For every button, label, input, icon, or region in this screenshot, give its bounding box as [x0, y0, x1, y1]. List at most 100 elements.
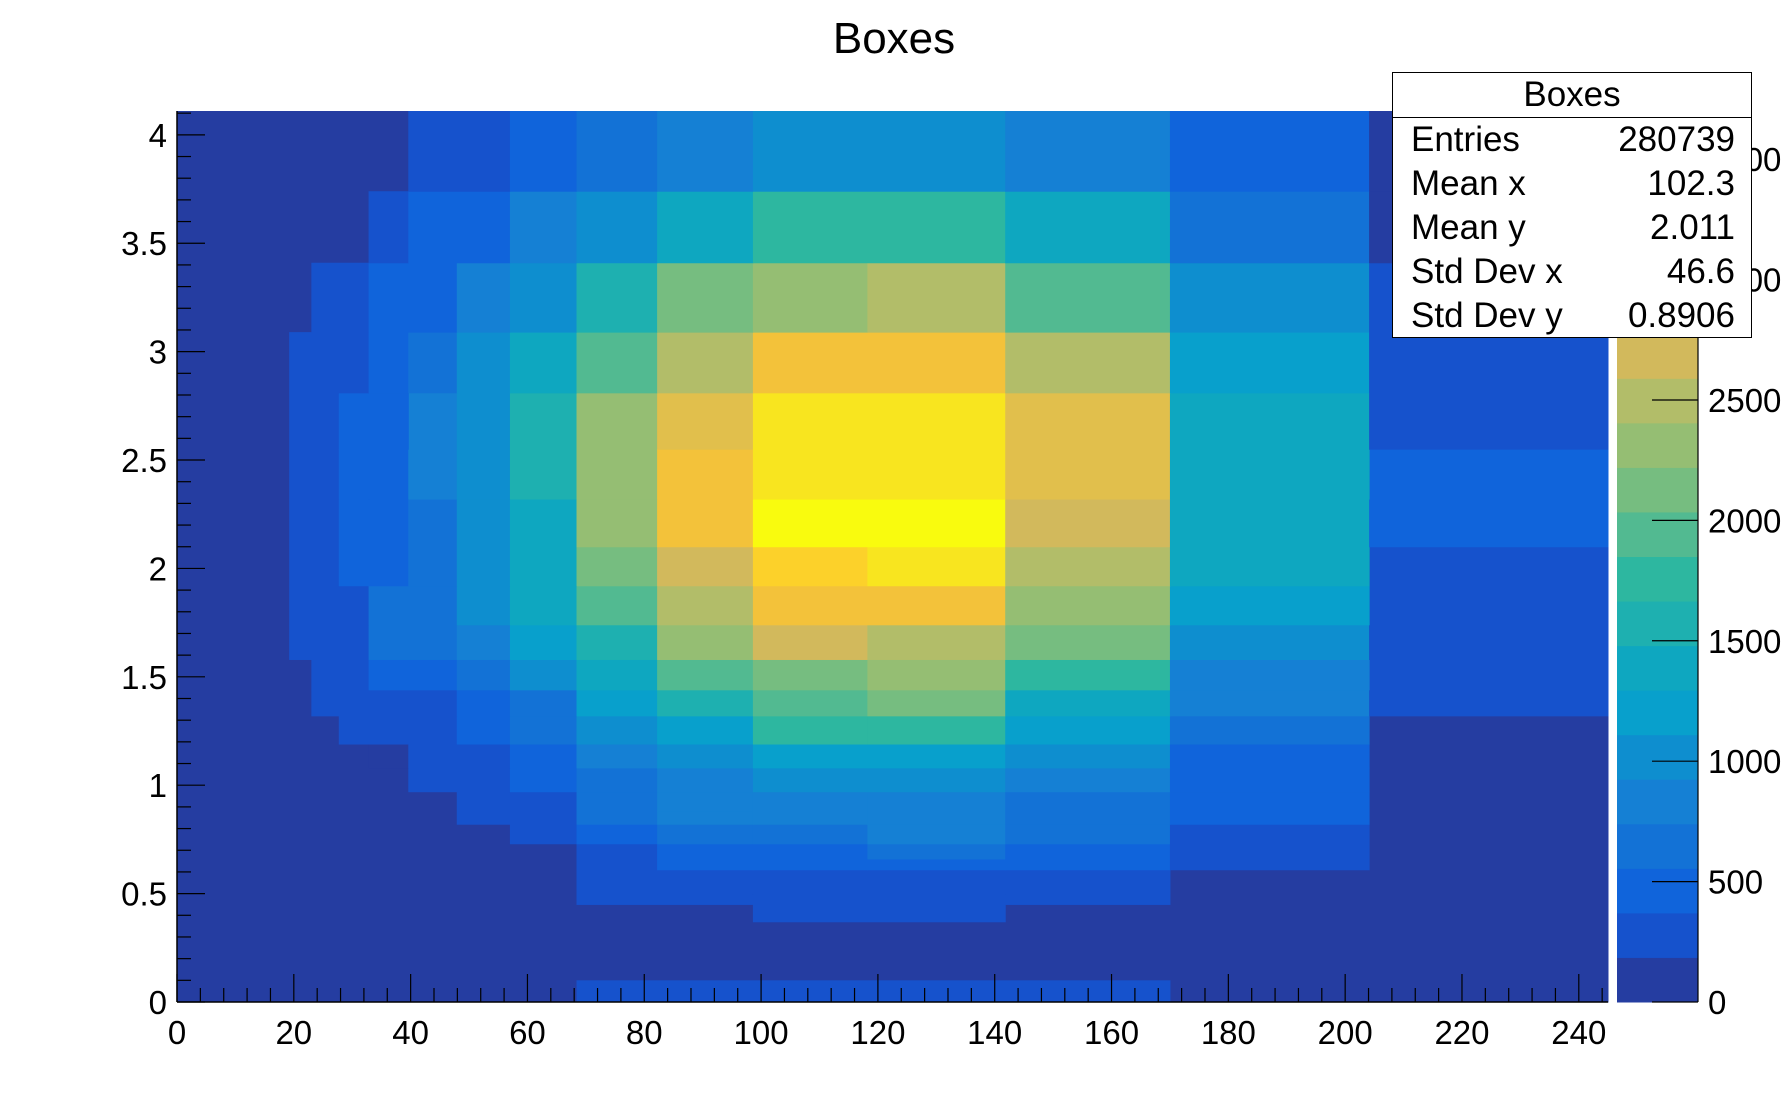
colorbar-segment — [1617, 690, 1698, 736]
heatmap-cell — [456, 585, 511, 626]
heatmap-cell — [408, 191, 511, 264]
colorbar-segment — [1617, 734, 1698, 780]
x-tick-label: 80 — [626, 1014, 663, 1051]
heatmap-cell — [657, 262, 754, 333]
heatmap-cell — [752, 332, 1006, 394]
heatmap-cell — [867, 843, 1006, 860]
heatmap-cell — [509, 499, 578, 587]
heatmap-cell — [311, 659, 370, 691]
colorbar-segment — [1617, 912, 1698, 958]
x-tick-label: 160 — [1084, 1014, 1139, 1051]
heatmap-cell — [1005, 585, 1171, 626]
heatmap-cell — [1005, 546, 1171, 587]
heatmap-cell — [1005, 893, 1171, 905]
heatmap-cell — [657, 392, 754, 450]
heatmap-cell — [657, 191, 754, 264]
heatmap-cell — [289, 585, 370, 626]
heatmap-cell — [867, 262, 1006, 333]
heatmap-cell — [576, 262, 658, 333]
heatmap-cell — [867, 767, 1006, 793]
heatmap-cell — [752, 869, 1006, 895]
x-tick-label: 120 — [850, 1014, 905, 1051]
heatmap-cell — [1005, 332, 1171, 394]
heatmap-cell — [1369, 546, 1609, 660]
stats-label: Mean x — [1411, 164, 1526, 203]
heatmap-cell — [1169, 499, 1370, 587]
heatmap-cell — [576, 392, 658, 500]
heatmap-cell — [408, 332, 458, 394]
heatmap-cell — [576, 585, 658, 626]
heatmap-cell — [1005, 499, 1171, 548]
heatmap-cell — [752, 791, 868, 825]
heatmap-cell — [509, 715, 578, 745]
heatmap-cell — [867, 858, 1006, 871]
heatmap-cell — [752, 689, 868, 717]
heatmap-cell — [867, 546, 1006, 587]
colorbar-segment — [1617, 645, 1698, 691]
heatmap-cell — [657, 332, 754, 394]
heatmap-cell — [1005, 824, 1171, 845]
y-tick-label: 1.5 — [121, 659, 167, 696]
heatmap-cell — [1369, 392, 1609, 450]
heatmap-cell — [867, 715, 1006, 745]
heatmap-cell — [289, 332, 370, 394]
heatmap-cell — [576, 843, 658, 895]
colorbar-segment — [1617, 378, 1698, 424]
stats-value: 46.6 — [1666, 252, 1735, 291]
heatmap-cell — [368, 744, 409, 769]
heatmap-cell — [657, 843, 754, 871]
axes: 0 20 40 60 80 100 120 140 160 180 200 220 240 0 0.5 1 1.… — [121, 111, 1608, 1051]
heatmap-cell — [1369, 332, 1609, 394]
heatmap-cell — [1169, 191, 1370, 264]
heatmap-cell — [752, 624, 868, 660]
x-tick-label: 60 — [509, 1014, 546, 1051]
heatmap-cell — [867, 624, 1006, 660]
heatmap-cell — [408, 499, 458, 587]
stats-row-mean-y: Mean y 2.011 — [1393, 206, 1751, 250]
heatmap-cell — [657, 111, 754, 192]
heatmap-cell — [576, 791, 658, 825]
heatmap-cell — [1005, 191, 1171, 264]
heatmap-cell — [1169, 392, 1370, 500]
heatmap-cell — [509, 111, 578, 192]
heatmap-cell — [509, 744, 578, 769]
x-tick-label: 100 — [734, 1014, 789, 1051]
heatmap-cell — [576, 499, 658, 548]
stats-row-stddev-y: Std Dev y 0.8906 — [1393, 294, 1751, 338]
colorbar-segment — [1617, 957, 1698, 1003]
heatmap-cell — [657, 869, 754, 895]
heatmap-cell — [752, 744, 868, 769]
colorbar-segment — [1617, 556, 1698, 602]
heatmap-cell — [408, 715, 458, 745]
heatmap-cell — [1369, 449, 1609, 548]
stats-row-mean-x: Mean x 102.3 — [1393, 162, 1751, 206]
colorbar-tick-label: 2000 — [1708, 502, 1781, 539]
colorbar-tick-label: 0 — [1708, 984, 1726, 1021]
heatmap-cell — [509, 332, 578, 394]
heatmap-cell — [509, 791, 578, 825]
heatmap-cell — [657, 744, 754, 769]
stats-box: Boxes Entries 280739 Mean x 102.3 Mean y 2.… — [1392, 72, 1752, 338]
heatmap-cell — [456, 659, 511, 691]
heatmap-cell — [752, 824, 868, 845]
heatmap-cell — [338, 499, 409, 587]
heatmap-cell — [1169, 332, 1370, 394]
heatmap-cell — [509, 392, 578, 500]
heatmap-cell — [408, 744, 458, 769]
heatmap-cell — [368, 624, 458, 660]
heatmap-cell — [1169, 767, 1370, 793]
heatmap-cell — [456, 767, 511, 793]
colorbar-tick-label: 2500 — [1708, 382, 1781, 419]
colorbar-segment — [1617, 601, 1698, 647]
heatmap-cell — [1005, 843, 1171, 871]
heatmap-cell — [368, 191, 409, 264]
heatmap-cell — [576, 111, 658, 192]
heatmap-cell — [408, 767, 458, 793]
heatmap-cell — [1369, 659, 1609, 717]
x-tick-label: 20 — [275, 1014, 312, 1051]
heatmap-cell — [752, 715, 868, 745]
heatmap-cell — [338, 449, 370, 500]
colorbar-segment — [1617, 467, 1698, 513]
colorbar-segment — [1617, 779, 1698, 825]
heatmap-cell — [1005, 659, 1171, 691]
